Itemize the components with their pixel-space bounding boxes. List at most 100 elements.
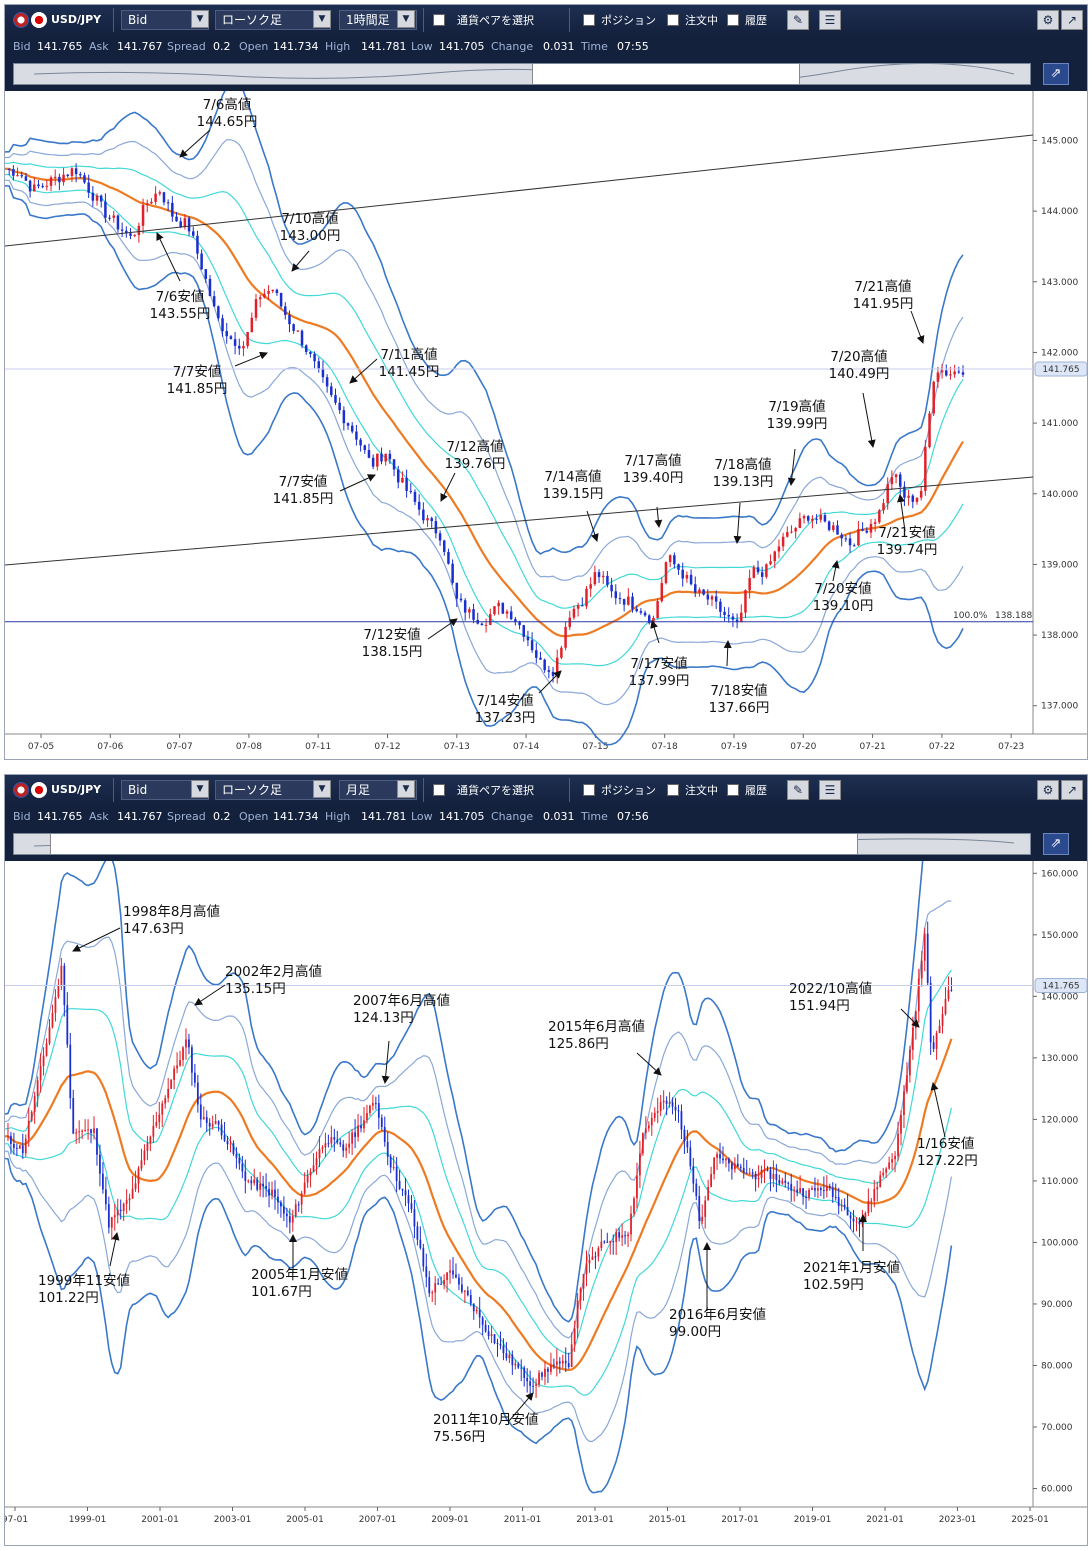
navigator-track[interactable] (13, 833, 1031, 855)
chart-monthly-plot[interactable]: 160.000 150.000 140.000 130.000 120.000 110.0… (5, 861, 1088, 1546)
chevron-down-icon[interactable]: ▼ (191, 780, 209, 798)
chevron-down-icon[interactable]: ▼ (313, 780, 331, 798)
navigator-window[interactable] (532, 64, 800, 84)
gear-icon[interactable]: ⚙ (1037, 10, 1059, 30)
pair-label[interactable]: USD/JPY (51, 13, 102, 26)
annotation-label: 1998年8月高値 (123, 903, 220, 920)
candle (597, 572, 601, 578)
indicator-icon[interactable]: ☰ (819, 10, 841, 30)
candle (20, 175, 23, 177)
bollinger-band-line (5, 1150, 952, 1442)
position-checkbox[interactable] (583, 784, 595, 796)
candle (481, 1317, 484, 1325)
position-checkbox[interactable] (583, 14, 595, 26)
candle (644, 1128, 647, 1134)
annotation-price: 139.74円 (877, 542, 938, 558)
candle (333, 1137, 336, 1140)
candle (861, 1220, 864, 1225)
candle (615, 1232, 618, 1242)
popout-icon[interactable]: ↗ (1061, 780, 1083, 800)
candle (108, 217, 111, 219)
annotation-label: 7/17高値 (624, 452, 681, 469)
pair-select-checkbox[interactable] (433, 14, 445, 26)
chart-1h-plot[interactable]: 145.000 144.000 143.000 142.000 141.000 140.0… (5, 91, 1088, 760)
history-checkbox[interactable] (727, 784, 739, 796)
candle (371, 457, 375, 467)
bollinger-band-line (5, 900, 952, 1339)
annotation-arrow (72, 927, 121, 952)
bollinger-band-line (5, 179, 964, 706)
candle (852, 545, 856, 547)
candle (166, 202, 170, 204)
annotation-label: 7/7安値 (173, 364, 222, 380)
chart-type-select[interactable]: ローソク足 (215, 780, 331, 800)
candle (894, 1155, 896, 1160)
zoom-fit-icon[interactable]: ⇗ (1043, 63, 1069, 85)
candle (701, 1216, 704, 1221)
candle (12, 169, 15, 176)
change-label: Change (491, 810, 534, 823)
candle (811, 518, 814, 521)
chevron-down-icon[interactable]: ▼ (397, 10, 415, 28)
candle (202, 1117, 205, 1120)
candle (909, 1049, 911, 1076)
candle (426, 518, 429, 521)
x-tick-label: 2025-01 (1011, 1515, 1049, 1525)
y-axis-area (1033, 91, 1087, 734)
chevron-down-icon[interactable]: ▼ (191, 10, 209, 28)
select-pair-button[interactable]: 通貨ペアを選択 (457, 14, 534, 27)
navigator-track[interactable] (13, 63, 1031, 85)
chart-type-select[interactable]: ローソク足 (215, 10, 331, 30)
price-type-select[interactable]: Bid (121, 10, 209, 30)
candle (535, 650, 538, 658)
annotation-price: 138.15円 (362, 644, 423, 660)
candle (134, 1183, 137, 1189)
x-tick-label: 07-14 (513, 742, 539, 752)
history-checkbox[interactable] (727, 14, 739, 26)
candle (487, 1331, 490, 1337)
chevron-down-icon[interactable]: ▼ (313, 10, 331, 28)
candle (805, 1196, 807, 1198)
draw-tool-icon[interactable]: ✎ (787, 780, 809, 800)
price-type-select[interactable]: Bid (121, 780, 209, 800)
candle (69, 1044, 72, 1099)
annotation-price: 143.55円 (150, 306, 211, 322)
y-tick-label: 145.000 (1041, 136, 1078, 146)
candle (18, 1145, 21, 1149)
candle (75, 1132, 78, 1134)
annotation-arrow (349, 358, 378, 384)
pair-label[interactable]: USD/JPY (51, 783, 102, 796)
candle (288, 1216, 291, 1223)
candle (796, 1189, 799, 1193)
chevron-down-icon[interactable]: ▼ (397, 780, 415, 798)
navigator-window[interactable] (50, 834, 858, 854)
candle (882, 503, 885, 511)
zoom-fit-icon[interactable]: ⇗ (1043, 833, 1069, 855)
annotation-label: 7/14安値 (476, 693, 533, 709)
select-pair-button[interactable]: 通貨ペアを選択 (457, 784, 534, 797)
orders-checkbox[interactable] (667, 14, 679, 26)
history-label: 履歴 (745, 784, 767, 797)
candle (324, 1143, 327, 1148)
indicator-icon[interactable]: ☰ (819, 780, 841, 800)
candle (330, 1137, 333, 1144)
draw-tool-icon[interactable]: ✎ (787, 10, 809, 30)
candle (321, 368, 325, 378)
candle (947, 989, 950, 999)
candle (600, 1241, 603, 1249)
popout-icon[interactable]: ↗ (1061, 10, 1083, 30)
candle (633, 1198, 635, 1214)
candle (802, 516, 806, 519)
orders-checkbox[interactable] (667, 784, 679, 796)
candle (719, 601, 722, 612)
low-label: Low (411, 40, 433, 53)
low-value: 141.705 (439, 40, 485, 53)
pair-select-checkbox[interactable] (433, 784, 445, 796)
candle (208, 1122, 211, 1127)
candle (392, 1166, 395, 1168)
current-price-label: 141.765 (1042, 365, 1079, 375)
candle (944, 998, 947, 1015)
gear-icon[interactable]: ⚙ (1037, 780, 1059, 800)
